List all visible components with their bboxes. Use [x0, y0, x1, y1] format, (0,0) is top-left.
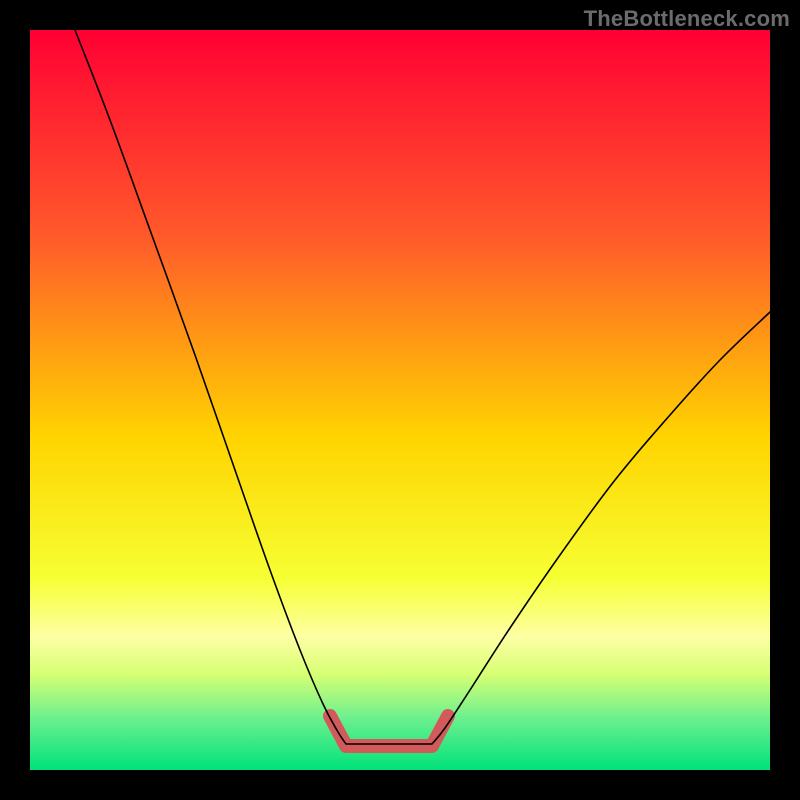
plot-background — [30, 30, 770, 770]
watermark-text: TheBottleneck.com — [584, 6, 790, 32]
chart-stage: TheBottleneck.com — [0, 0, 800, 800]
bottleneck-chart — [0, 0, 800, 800]
